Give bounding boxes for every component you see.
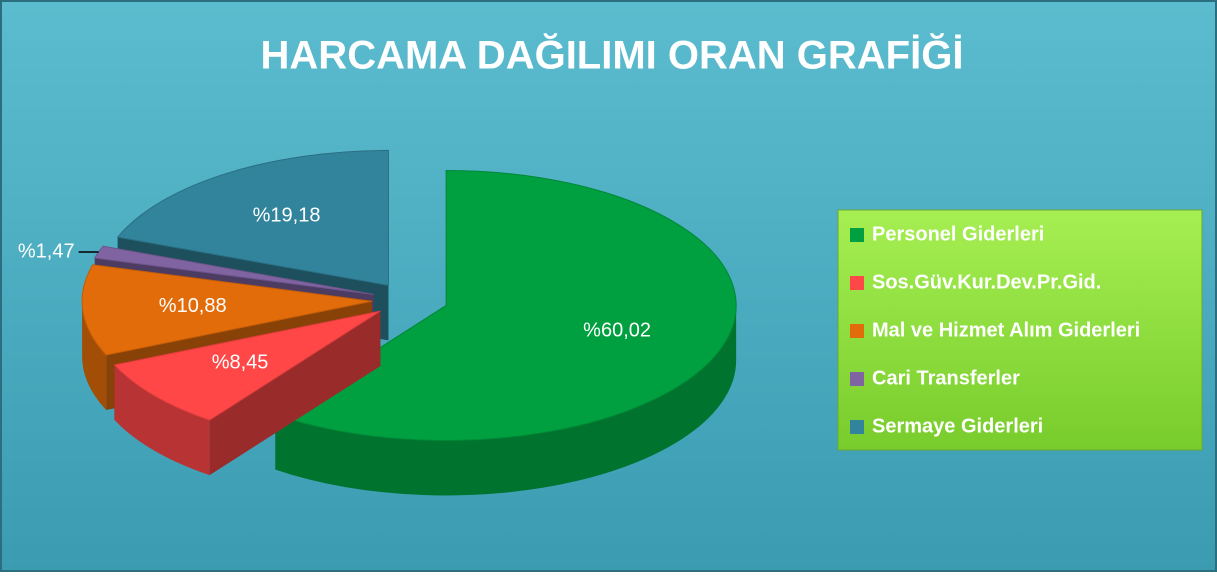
- data-label: %8,45: [212, 352, 269, 374]
- data-label: %10,88: [159, 295, 227, 317]
- pie-slice: [113, 310, 381, 421]
- legend-box: [837, 209, 1203, 451]
- legend-label: Mal ve Hizmet Alım Giderleri: [872, 319, 1140, 341]
- pie-slice: [93, 245, 375, 295]
- slice-side: [275, 305, 737, 496]
- pie-slice: [81, 264, 373, 356]
- legend-swatch: [850, 228, 864, 242]
- slice-side: [114, 364, 210, 476]
- pie-slice: [274, 169, 737, 441]
- legend-label: Personel Giderleri: [872, 223, 1044, 245]
- pie-slice: [116, 149, 389, 287]
- legend-swatch: [850, 372, 864, 386]
- legend-label: Sos.Güv.Kur.Dev.Pr.Gid.: [872, 271, 1101, 293]
- legend-label: Sermaye Giderleri: [872, 415, 1043, 437]
- data-label: %1,47: [18, 240, 75, 262]
- legend-label: Cari Transferler: [872, 367, 1020, 389]
- legend-swatch: [850, 276, 864, 290]
- legend-swatch: [850, 420, 864, 434]
- data-label: %60,02: [583, 320, 651, 342]
- slice-side: [82, 301, 107, 411]
- data-label: %19,18: [253, 205, 321, 227]
- legend-swatch: [850, 324, 864, 338]
- chart-title: HARCAMA DAĞILIMI ORAN GRAFİĞİ: [261, 32, 964, 78]
